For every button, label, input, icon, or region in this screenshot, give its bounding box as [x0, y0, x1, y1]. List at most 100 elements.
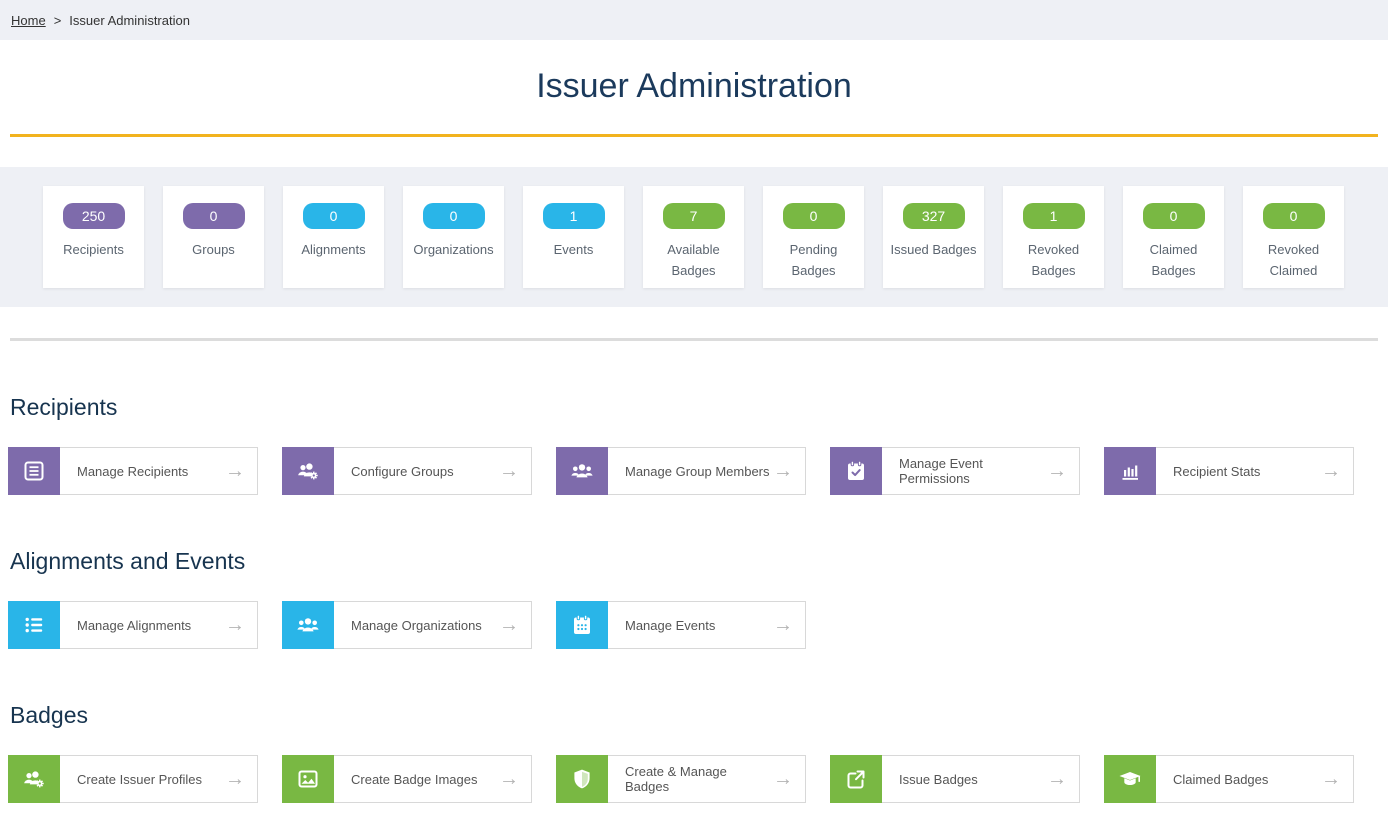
stat-label: Revoked Badges: [1027, 242, 1080, 278]
stat-card: 250 Recipients: [43, 186, 144, 288]
action-card-label: Manage Event Permissions: [899, 456, 983, 486]
stats-band: 250 Recipients 0 Groups 0 Alignments 0 Organiza…: [0, 167, 1388, 307]
calendar-icon: [556, 601, 608, 649]
section-divider: [10, 338, 1378, 341]
stat-label: Groups: [192, 242, 235, 257]
action-card-label: Create & Manage Badges: [625, 764, 727, 794]
action-card[interactable]: Manage Organizations →: [282, 601, 532, 649]
action-card-label: Manage Group Members: [625, 463, 770, 479]
stat-card: 7 Available Badges: [643, 186, 744, 288]
action-card[interactable]: Manage Group Members →: [556, 447, 806, 495]
users-gear-icon: [282, 447, 334, 495]
stat-value-pill: 0: [1142, 203, 1205, 229]
arrow-right-icon: →: [499, 768, 519, 790]
stat-label: Events: [553, 242, 594, 257]
action-card[interactable]: Manage Recipients →: [8, 447, 258, 495]
stat-value-pill: 0: [182, 203, 245, 229]
stat-label: Organizations: [413, 242, 494, 257]
image-icon: [282, 755, 334, 803]
stat-value-pill: 327: [902, 203, 965, 229]
stat-value-pill: 1: [1022, 203, 1085, 229]
stat-card: 0 Organizations: [403, 186, 504, 288]
action-card-label: Create Issuer Profiles: [77, 771, 202, 787]
breadcrumb-separator: >: [53, 12, 62, 28]
action-card-label: Manage Organizations: [351, 617, 482, 633]
title-accent-line: [10, 134, 1378, 137]
bullet-list-icon: [8, 601, 60, 649]
action-card-label: Manage Alignments: [77, 617, 192, 633]
action-card[interactable]: Configure Groups →: [282, 447, 532, 495]
arrow-right-icon: →: [1047, 768, 1067, 790]
breadcrumb-home-link[interactable]: Home: [11, 12, 46, 28]
section: Badges Create Issuer Profiles → Create Badg…: [0, 702, 1388, 803]
section-heading: Badges: [10, 702, 89, 728]
stat-card: 0 Pending Badges: [763, 186, 864, 288]
stat-value-pill: 250: [62, 203, 125, 229]
stat-label: Recipients: [63, 242, 124, 257]
stat-label: Issued Badges: [890, 242, 977, 257]
arrow-right-icon: →: [499, 460, 519, 482]
card-row: Create Issuer Profiles → Create Badge Imag…: [8, 755, 1388, 803]
list-box-icon: [8, 447, 60, 495]
breadcrumb: Home > Issuer Administration: [0, 0, 1388, 40]
arrow-right-icon: →: [1321, 460, 1341, 482]
sections-container: Recipients Manage Recipients → Configure Gr…: [0, 394, 1388, 803]
shield-icon: [556, 755, 608, 803]
section-heading: Alignments and Events: [10, 548, 246, 574]
action-card-label: Issue Badges: [899, 771, 978, 787]
stat-value-pill: 1: [542, 203, 605, 229]
page-title: Issuer Administration: [536, 67, 852, 105]
action-card[interactable]: Manage Alignments →: [8, 601, 258, 649]
stat-value-pill: 0: [302, 203, 365, 229]
stat-label: Revoked Claimed: [1267, 242, 1320, 278]
action-card[interactable]: Issue Badges →: [830, 755, 1080, 803]
stat-card: 0 Alignments: [283, 186, 384, 288]
stat-value-pill: 0: [1262, 203, 1325, 229]
card-row: Manage Recipients → Configure Groups → Manag…: [8, 447, 1388, 495]
stat-label: Pending Badges: [789, 242, 838, 278]
breadcrumb-current: Issuer Administration: [69, 12, 190, 28]
action-card[interactable]: Claimed Badges →: [1104, 755, 1354, 803]
action-card-label: Manage Events: [625, 617, 716, 633]
share-square-icon: [830, 755, 882, 803]
action-card[interactable]: Manage Event Permissions →: [830, 447, 1080, 495]
users-gear-icon: [8, 755, 60, 803]
arrow-right-icon: →: [773, 614, 793, 636]
stat-value-pill: 0: [422, 203, 485, 229]
arrow-right-icon: →: [499, 614, 519, 636]
graduation-cap-icon: [1104, 755, 1156, 803]
action-card[interactable]: Create Badge Images →: [282, 755, 532, 803]
stat-label: Available Badges: [667, 242, 720, 278]
arrow-right-icon: →: [1047, 460, 1067, 482]
section: Alignments and Events Manage Alignments → M…: [0, 548, 1388, 649]
stat-card: 327 Issued Badges: [883, 186, 984, 288]
action-card[interactable]: Recipient Stats →: [1104, 447, 1354, 495]
action-card-label: Create Badge Images: [351, 771, 478, 787]
arrow-right-icon: →: [225, 768, 245, 790]
action-card[interactable]: Create Issuer Profiles →: [8, 755, 258, 803]
action-card-label: Manage Recipients: [77, 463, 189, 479]
arrow-right-icon: →: [1321, 768, 1341, 790]
action-card-label: Claimed Badges: [1173, 771, 1269, 787]
stat-label: Claimed Badges: [1149, 242, 1198, 278]
stat-card: 1 Revoked Badges: [1003, 186, 1104, 288]
stat-label: Alignments: [301, 242, 366, 257]
stat-card: 0 Groups: [163, 186, 264, 288]
section: Recipients Manage Recipients → Configure Gr…: [0, 394, 1388, 495]
arrow-right-icon: →: [773, 460, 793, 482]
stat-card: 0 Revoked Claimed: [1243, 186, 1344, 288]
action-card[interactable]: Create & Manage Badges →: [556, 755, 806, 803]
card-row: Manage Alignments → Manage Organizations → M…: [8, 601, 1388, 649]
users-icon: [556, 447, 608, 495]
calendar-check-icon: [830, 447, 882, 495]
action-card-label: Configure Groups: [351, 463, 454, 479]
stat-card: 1 Events: [523, 186, 624, 288]
section-heading: Recipients: [10, 394, 118, 420]
stat-value-pill: 0: [782, 203, 845, 229]
arrow-right-icon: →: [225, 614, 245, 636]
action-card[interactable]: Manage Events →: [556, 601, 806, 649]
bar-chart-icon: [1104, 447, 1156, 495]
action-card-label: Recipient Stats: [1173, 463, 1261, 479]
arrow-right-icon: →: [773, 768, 793, 790]
users-icon: [282, 601, 334, 649]
